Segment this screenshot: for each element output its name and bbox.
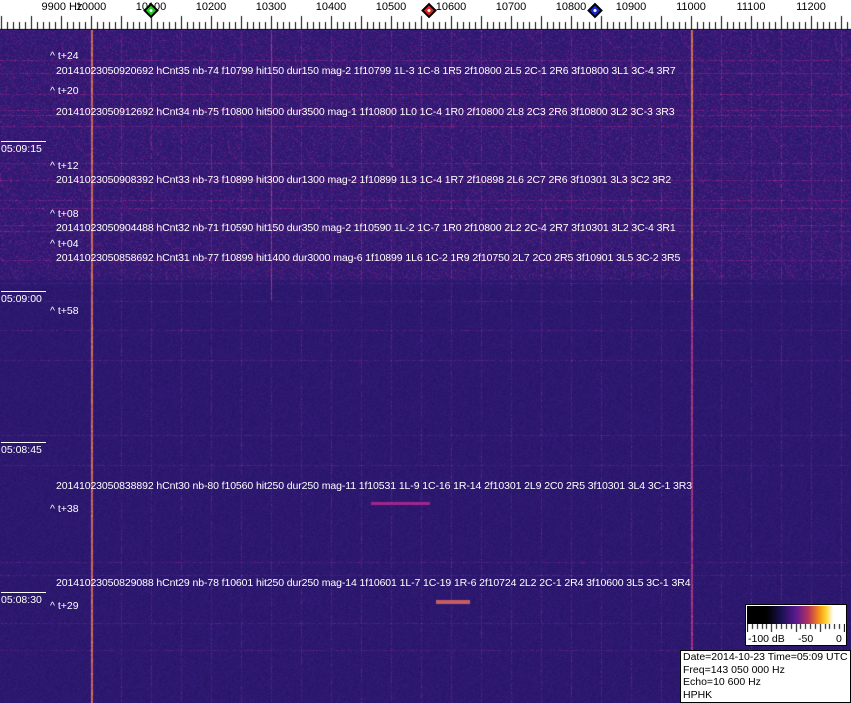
time-label: 05:09:00 — [1, 291, 46, 305]
date-time: Date=2014-10-23 Time=05:09 UTC — [683, 651, 848, 663]
offset-label: ^ t+12 — [50, 160, 79, 172]
time-label: 05:08:30 — [1, 592, 46, 606]
detection-text: 20141023050829088 hCnt29 nb-78 f10601 hi… — [56, 577, 691, 589]
echo-info: Echo=10 600 Hz — [683, 676, 761, 688]
waterfall-spectrogram — [0, 30, 851, 703]
offset-label: ^ t+38 — [50, 503, 79, 515]
colorbar-legend: -100 dB -50 0 — [745, 604, 847, 646]
freq-label: 10400 — [315, 1, 347, 13]
colorbar-gradient — [747, 606, 845, 624]
freq-label: 10000 — [75, 1, 107, 13]
detection-text: 20141023050912692 hCnt34 nb-75 f10800 hi… — [56, 106, 675, 118]
colorbar-label: 0 — [836, 633, 842, 645]
offset-label: ^ t+29 — [50, 600, 79, 612]
info-box: Date=2014-10-23 Time=05:09 UTC Freq=143 … — [680, 650, 851, 703]
freq-label: 10700 — [495, 1, 527, 13]
freq-label: 10600 — [435, 1, 467, 13]
detection-text: 20141023050838892 hCnt30 nb-80 f10560 hi… — [56, 480, 692, 492]
detection-text: 20141023050920692 hCnt35 nb-74 f10799 hi… — [56, 65, 676, 77]
offset-label: ^ t+58 — [50, 305, 79, 317]
offset-label: ^ t+24 — [50, 50, 79, 62]
colorbar-label: -100 dB — [748, 633, 785, 645]
freq-label: 10200 — [195, 1, 227, 13]
colorbar-label: -50 — [798, 633, 814, 645]
freq-label: 10500 — [375, 1, 407, 13]
freq-label: 11000 — [676, 1, 706, 13]
frequency-info: Freq=143 050 000 Hz — [683, 663, 785, 676]
freq-label: 10300 — [255, 1, 287, 13]
detection-text: 20141023050858692 hCnt31 nb-77 f10899 hi… — [56, 252, 681, 264]
station-id: HPHK — [683, 688, 713, 701]
offset-label: ^ t+04 — [50, 238, 79, 250]
detection-text: 20141023050908392 hCnt33 nb-73 f10899 hi… — [56, 174, 672, 186]
time-label: 05:09:15 — [1, 141, 46, 155]
offset-label: ^ t+20 — [50, 85, 79, 97]
freq-label: 11200 — [796, 1, 826, 13]
offset-label: ^ t+08 — [50, 208, 79, 220]
detection-text: 20141023050904488 hCnt32 nb-71 f10590 hi… — [56, 222, 676, 234]
time-label: 05:08:45 — [1, 442, 46, 456]
frequency-axis: 9900 Hz 10000 10100 10200 10300 10400 10… — [0, 0, 851, 30]
axis-unit-label: 9900 Hz — [41, 1, 83, 13]
freq-label: 11100 — [736, 1, 766, 13]
colorbar-ticks — [747, 624, 845, 632]
freq-label: 10800 — [555, 1, 587, 13]
freq-label: 10900 — [615, 1, 647, 13]
